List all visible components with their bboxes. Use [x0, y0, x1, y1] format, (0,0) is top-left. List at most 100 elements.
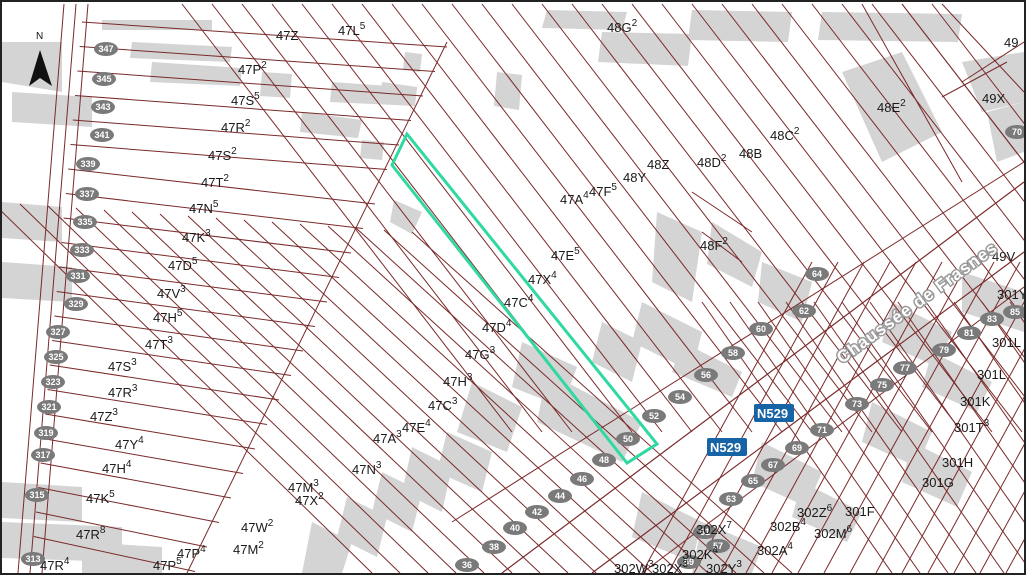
- parcel-line: [355, 227, 737, 573]
- parcel-line: [383, 229, 765, 573]
- house-number-badge: 77: [893, 361, 917, 375]
- parcel-line: [953, 443, 1024, 573]
- north-label: N: [36, 31, 43, 42]
- house-number-label: 331: [70, 271, 85, 281]
- building: [380, 82, 417, 102]
- house-number-badge: 319: [34, 426, 58, 440]
- parcel-line: [181, 3, 513, 433]
- parcel-line: [823, 261, 995, 573]
- house-number-label: 64: [812, 269, 822, 279]
- parcel-label: 301G: [922, 475, 954, 490]
- parcel-line: [541, 3, 873, 433]
- building: [962, 52, 1024, 112]
- parcel-line: [103, 209, 485, 573]
- highlighted-parcel[interactable]: [390, 131, 660, 465]
- parcel-label: 47M3: [288, 478, 319, 495]
- parcel-line: [961, 41, 1024, 83]
- parcel-line: [49, 364, 280, 401]
- house-number-badge: 343: [91, 100, 115, 114]
- parcel-line: [54, 315, 304, 352]
- house-number-label: 38: [489, 542, 499, 552]
- house-number-badge: 331: [66, 269, 90, 283]
- house-number-badge: 317: [31, 448, 55, 462]
- house-number-label: 321: [41, 402, 56, 412]
- house-number-label: 62: [799, 306, 809, 316]
- building: [360, 140, 384, 160]
- house-number-badge: 50: [616, 432, 640, 446]
- house-number-badge: 315: [25, 488, 49, 502]
- parcel-label: 302W3: [614, 559, 654, 573]
- parcel-label: 47F5: [589, 182, 617, 199]
- building: [592, 322, 642, 382]
- house-number-label: 347: [98, 44, 113, 54]
- parcel-label: 49: [1004, 35, 1018, 50]
- building: [102, 20, 212, 30]
- parcel-label: 47R4: [40, 556, 70, 573]
- parcel-label: 47S3: [108, 357, 137, 374]
- building: [2, 262, 72, 302]
- house-number-label: 75: [877, 380, 887, 390]
- parcel-line: [771, 261, 943, 573]
- parcel-line: [70, 144, 388, 170]
- parcel-line: [925, 301, 1024, 443]
- parcel-label: 47R2: [221, 118, 251, 135]
- parcel-label: 47S5: [231, 91, 260, 108]
- parcel-line: [361, 3, 693, 433]
- parcel-label: 301H: [942, 455, 973, 470]
- parcel-line: [721, 3, 1024, 397]
- parcel-label: 302A4: [757, 541, 793, 558]
- house-number-badge: 73: [845, 397, 869, 411]
- parcel-line: [52, 340, 292, 376]
- house-number-badge: 54: [668, 390, 692, 404]
- parcel-label: 47H4: [102, 459, 132, 476]
- parcel-label: 47C3: [428, 396, 458, 413]
- parcel-line: [841, 3, 1024, 241]
- house-number-badge: 81: [957, 326, 981, 340]
- house-number-label: 61: [700, 527, 710, 537]
- house-number-label: 313: [25, 554, 40, 564]
- house-number-badge: 42: [525, 505, 549, 519]
- house-number-badge: 339: [76, 157, 100, 171]
- house-number-label: 325: [48, 352, 63, 362]
- parcel-line: [47, 389, 268, 425]
- parcel-line: [871, 3, 1024, 202]
- parcel-label: 301F: [845, 504, 875, 519]
- parcel-label: 47S2: [208, 146, 237, 163]
- parcel-line: [186, 41, 448, 573]
- house-number-badge: 48: [592, 453, 616, 467]
- house-number-badge: 36: [455, 558, 479, 572]
- house-number-label: 40: [510, 523, 520, 533]
- parcel-label: 302X3: [652, 559, 688, 573]
- house-number-label: 335: [77, 217, 92, 227]
- parcel-label: 47Y4: [115, 435, 144, 452]
- parcel-label: 47R8: [76, 525, 106, 542]
- parcel-label: 47P4: [177, 544, 206, 561]
- house-number-label: 67: [768, 460, 778, 470]
- parcel-label: 47M2: [233, 540, 264, 557]
- parcel-label: 47Z3: [90, 407, 118, 424]
- parcel-label: 47K5: [86, 489, 115, 506]
- house-number-label: 54: [675, 392, 685, 402]
- parcel-line: [901, 3, 1024, 163]
- house-number-badge: 79: [932, 343, 956, 357]
- parcel-label: 47H5: [153, 308, 183, 325]
- house-number-badge: 333: [70, 243, 94, 257]
- parcel-line: [901, 348, 1024, 573]
- house-number-badge: 329: [64, 297, 88, 311]
- parcel-line: [691, 191, 753, 233]
- parcel-line: [631, 3, 963, 433]
- parcel-line: [42, 438, 244, 474]
- house-number-label: 36: [462, 560, 472, 570]
- parcel-line: [271, 221, 653, 573]
- parcel-line: [63, 217, 352, 254]
- parcel-label: 302X7: [696, 520, 732, 537]
- parcel-line: [65, 193, 364, 229]
- house-number-badge: 83: [980, 312, 1004, 326]
- house-number-badge: 52: [642, 409, 666, 423]
- house-number-label: 71: [817, 425, 827, 435]
- house-number-label: 73: [852, 399, 862, 409]
- house-number-badge: 75: [870, 378, 894, 392]
- parcel-line: [35, 511, 208, 548]
